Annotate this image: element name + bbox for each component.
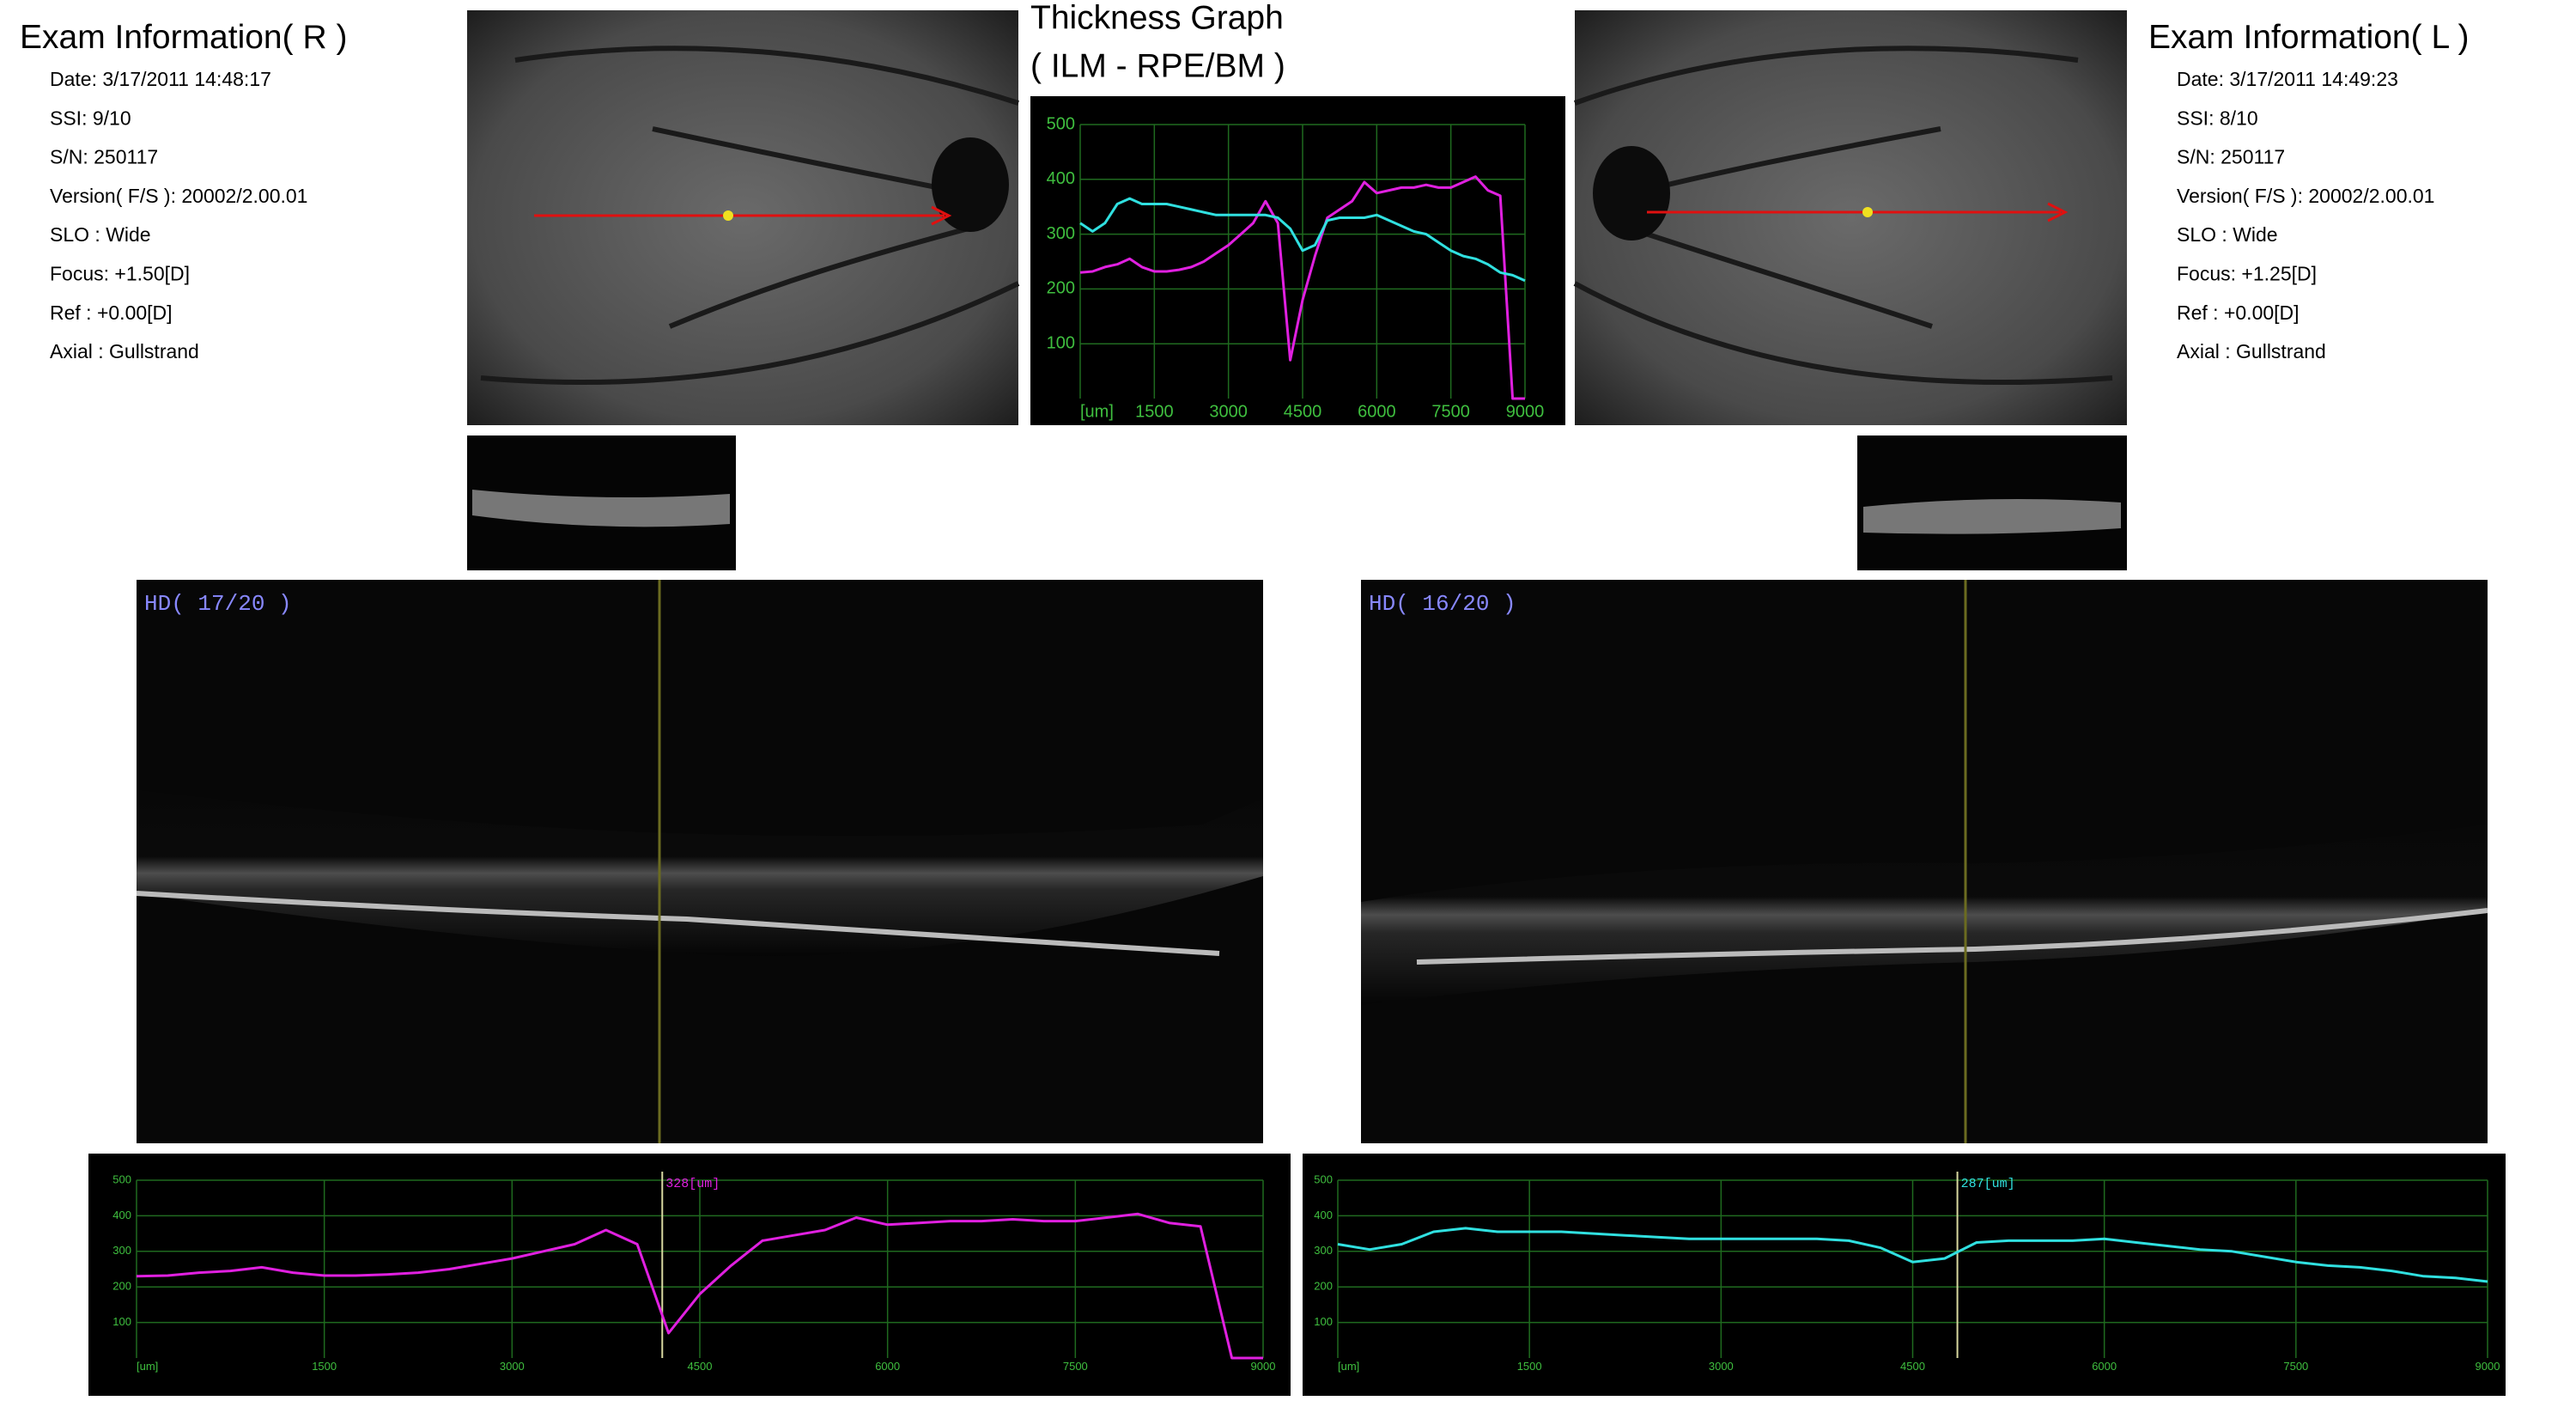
chart-background xyxy=(1030,96,1565,425)
fundus-image-right xyxy=(467,10,1020,425)
fundus-image-left xyxy=(1573,10,2127,425)
bscan-thumbnail-right xyxy=(467,435,736,570)
x-tick-label: 3000 xyxy=(1209,402,1248,421)
thickness-line xyxy=(1079,175,1525,400)
x-tick-label: 1500 xyxy=(1517,1360,1542,1373)
x-tick-label: [um] xyxy=(137,1360,158,1373)
exam-field: SLO : Wide xyxy=(50,223,151,246)
y-tick-label: 400 xyxy=(1047,169,1075,188)
thickness-chart: 100 200 300 400 500 [um] 1500 3000 4500 6000 7500 9… xyxy=(88,1154,1291,1396)
x-tick-label: 6000 xyxy=(875,1360,900,1373)
x-tick-label: 9000 xyxy=(2476,1360,2500,1373)
bscan-right: HD( 17/20 ) xyxy=(136,580,1263,1143)
y-tick-label: 100 xyxy=(112,1315,131,1328)
exam-field: Date: 3/17/2011 14:49:23 xyxy=(2177,68,2398,90)
y-tick-label: 400 xyxy=(1314,1209,1333,1221)
x-tick-label: 7500 xyxy=(1063,1360,1088,1373)
y-tick-label: 500 xyxy=(1314,1172,1333,1185)
chart-background xyxy=(88,1154,1291,1396)
x-tick-label: 6000 xyxy=(1358,402,1396,421)
exam-field: Focus: +1.25[D] xyxy=(2177,263,2317,285)
bscan-label: HD( 17/20 ) xyxy=(144,591,292,617)
y-tick-label: 100 xyxy=(1047,333,1075,352)
chart-subtitle: ( ILM - RPE/BM ) xyxy=(1030,47,1285,84)
thickness-line xyxy=(1337,1227,2488,1283)
exam-field: Focus: +1.50[D] xyxy=(50,263,190,285)
x-tick-label: 7500 xyxy=(1431,402,1470,421)
exam-field: S/N: 250117 xyxy=(2177,146,2285,168)
bscan-thumbnail-left xyxy=(1857,435,2127,570)
y-tick-label: 200 xyxy=(1047,279,1075,298)
y-tick-label: 400 xyxy=(112,1209,131,1221)
x-tick-label: 7500 xyxy=(2283,1360,2308,1373)
exam-field: Version( F/S ): 20002/2.00.01 xyxy=(50,185,307,207)
y-tick-label: 500 xyxy=(1047,114,1075,133)
x-tick-label: 4500 xyxy=(1284,402,1322,421)
x-tick-label: 4500 xyxy=(1900,1360,1925,1373)
exam-field: Version( F/S ): 20002/2.00.01 xyxy=(2177,185,2434,207)
exam-field: SSI: 8/10 xyxy=(2177,107,2258,129)
thickness-chart: 100 200 300 400 500 [um] 1500 3000 4500 6000 7500 9… xyxy=(1303,1154,2506,1396)
exam-field: SSI: 9/10 xyxy=(50,107,131,129)
y-tick-label: 300 xyxy=(1047,224,1075,243)
bscan-label: HD( 16/20 ) xyxy=(1369,591,1516,617)
exam-field: Axial : Gullstrand xyxy=(2177,340,2326,362)
exam-field: SLO : Wide xyxy=(2177,223,2278,246)
y-tick-label: 200 xyxy=(112,1280,131,1293)
exam-title: Exam Information( L ) xyxy=(2148,19,2470,56)
y-tick-label: 300 xyxy=(112,1244,131,1257)
x-tick-label: 1500 xyxy=(312,1360,337,1373)
exam-field: S/N: 250117 xyxy=(50,146,158,168)
y-tick-label: 200 xyxy=(1314,1280,1333,1293)
chart-background xyxy=(1303,1154,2506,1396)
thickness-line xyxy=(136,1212,1263,1360)
y-tick-label: 100 xyxy=(1314,1315,1333,1328)
y-tick-label: 500 xyxy=(112,1172,131,1185)
chart-title: Thickness Graph xyxy=(1030,0,1284,36)
x-tick-label: 9000 xyxy=(1506,402,1545,421)
x-tick-label: 1500 xyxy=(1135,402,1174,421)
x-tick-label: 4500 xyxy=(688,1360,713,1373)
y-tick-label: 300 xyxy=(1314,1244,1333,1257)
x-tick-label: 9000 xyxy=(1251,1360,1276,1373)
exam-field: Ref : +0.00[D] xyxy=(50,301,173,324)
thickness-chart: 100 200 300 400 500 [um] 1500 3000 4500 6000 7500 9… xyxy=(1030,96,1565,425)
exam-field: Axial : Gullstrand xyxy=(50,340,199,362)
exam-title: Exam Information( R ) xyxy=(20,19,347,56)
bscan-left: HD( 16/20 ) xyxy=(1361,580,2488,1143)
exam-field: Ref : +0.00[D] xyxy=(2177,301,2300,324)
x-tick-label: 3000 xyxy=(1709,1360,1734,1373)
x-tick-label: [um] xyxy=(1080,402,1114,421)
x-tick-label: [um] xyxy=(1338,1360,1359,1373)
x-tick-label: 3000 xyxy=(500,1360,525,1373)
x-tick-label: 6000 xyxy=(2092,1360,2117,1373)
cursor-label: 287[um] xyxy=(1961,1177,2015,1191)
cursor-label: 328[um] xyxy=(665,1177,720,1191)
exam-field: Date: 3/17/2011 14:48:17 xyxy=(50,68,271,90)
thickness-line xyxy=(1079,197,1526,283)
